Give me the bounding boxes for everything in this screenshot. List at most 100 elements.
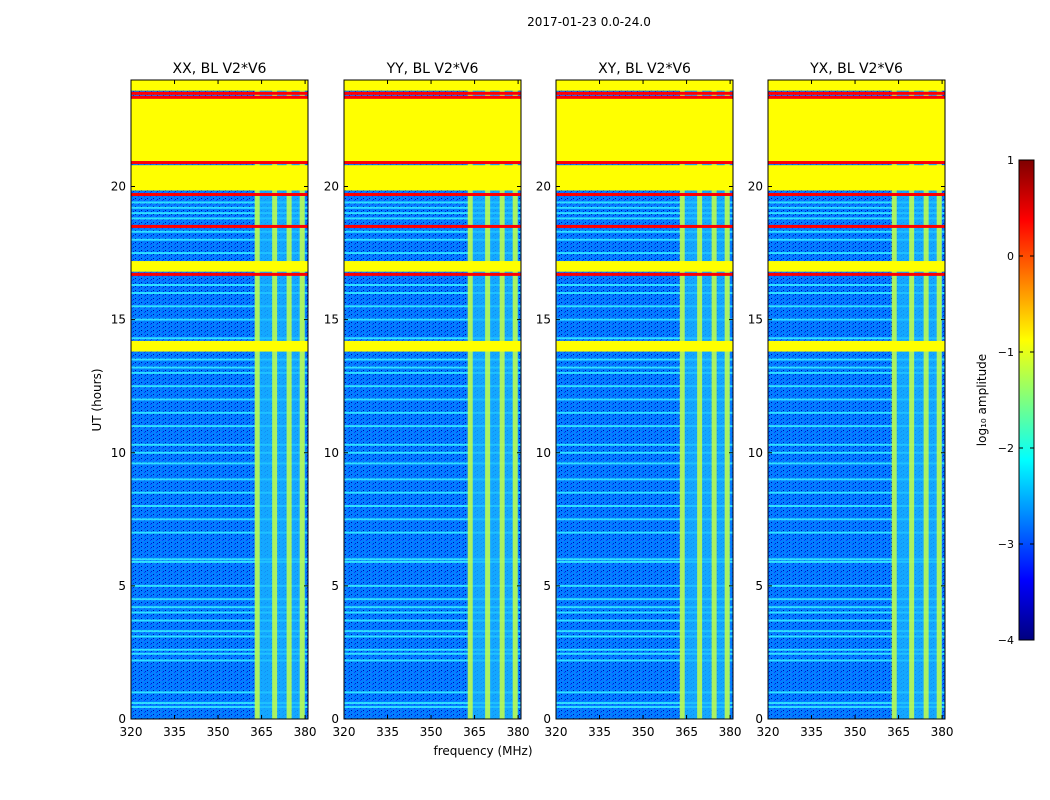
band-line <box>556 252 733 255</box>
band-line <box>768 635 945 638</box>
x-tick-label: 350 <box>420 725 443 739</box>
band-line <box>556 558 733 561</box>
band-line <box>556 337 733 340</box>
band-line <box>131 385 308 388</box>
band-line <box>344 691 521 694</box>
y-tick-label: 15 <box>748 313 763 327</box>
rfi-channel <box>909 80 915 719</box>
flagged-block <box>344 261 521 272</box>
band-line <box>768 358 945 361</box>
x-tick-label: 350 <box>844 725 867 739</box>
y-tick-label: 10 <box>536 446 551 460</box>
y-tick-label: 15 <box>536 313 551 327</box>
band-line <box>768 212 945 215</box>
x-tick-label: 365 <box>463 725 486 739</box>
band-line <box>344 611 521 614</box>
band-line <box>344 337 521 340</box>
band-line <box>768 462 945 465</box>
band-line <box>556 206 733 209</box>
band-line <box>344 252 521 255</box>
band-line <box>131 411 308 414</box>
band-line <box>131 337 308 340</box>
band-line <box>768 652 945 655</box>
y-tick-label: 10 <box>111 446 126 460</box>
band-line <box>131 611 308 614</box>
y-tick-label: 0 <box>755 712 763 726</box>
hot-line <box>768 91 945 95</box>
band-line <box>556 584 733 587</box>
band-line <box>344 230 521 233</box>
hot-line <box>131 91 308 95</box>
hot-line <box>768 272 945 276</box>
band-line <box>768 411 945 414</box>
band-line <box>556 702 733 705</box>
flagged-block <box>556 80 733 91</box>
band-line <box>556 619 733 622</box>
band-line <box>131 531 308 534</box>
band-line <box>556 598 733 601</box>
band-line <box>131 606 308 609</box>
band-line <box>768 558 945 561</box>
band-line <box>131 702 308 705</box>
band-line <box>344 371 521 374</box>
band-line <box>556 443 733 446</box>
colorbar-label: log₁₀ amplitude <box>975 354 989 446</box>
band-line <box>344 558 521 561</box>
band-line <box>344 630 521 633</box>
band-line <box>768 230 945 233</box>
band-line <box>556 230 733 233</box>
x-tick-label: 380 <box>931 725 954 739</box>
x-tick-label: 350 <box>207 725 230 739</box>
band-line <box>556 398 733 401</box>
band-line <box>768 252 945 255</box>
band-line <box>768 292 945 294</box>
flagged-block <box>556 165 733 191</box>
band-line <box>768 337 945 340</box>
flagged-block <box>556 340 733 352</box>
band-line <box>344 398 521 401</box>
band-line <box>556 606 733 609</box>
band-line <box>768 518 945 521</box>
x-tick-label: 365 <box>887 725 910 739</box>
flagged-block <box>344 340 521 352</box>
band-line <box>344 305 521 308</box>
colorbar: 1 0 −1 −2 −3 −4 log₁₀ amplitude <box>975 154 1035 647</box>
colorbar-tick-label: −1 <box>998 346 1014 359</box>
x-tick-label: 320 <box>545 725 568 739</box>
band-line <box>131 558 308 561</box>
colorbar-gradient <box>1018 159 1035 641</box>
hot-line <box>344 272 521 276</box>
hot-line <box>131 224 308 228</box>
rfi-channel <box>467 80 473 719</box>
band-line <box>556 560 733 563</box>
rfi-channel <box>286 80 292 719</box>
band-line <box>131 691 308 694</box>
x-tick-label: 380 <box>719 725 742 739</box>
band-line <box>768 451 945 454</box>
band-line <box>556 284 733 287</box>
band-line <box>131 630 308 633</box>
hot-line <box>556 91 733 95</box>
hot-line <box>344 161 521 165</box>
colorbar-tick-label: −4 <box>998 634 1014 647</box>
band-line <box>344 505 521 507</box>
hot-line <box>556 95 733 99</box>
x-tick-label: 320 <box>757 725 780 739</box>
y-tick-label: 15 <box>111 313 126 327</box>
band-line <box>131 284 308 287</box>
band-line <box>131 648 308 651</box>
band-line <box>768 691 945 694</box>
x-tick-label: 320 <box>120 725 143 739</box>
band-line <box>131 212 308 215</box>
rfi-channel <box>299 80 305 719</box>
band-line <box>768 206 945 209</box>
y-tick-label: 0 <box>543 712 551 726</box>
band-line <box>556 318 733 321</box>
y-tick-label: 20 <box>748 180 763 194</box>
y-tick-label: 5 <box>755 579 763 593</box>
rfi-channel <box>923 80 929 719</box>
band-line <box>344 652 521 655</box>
band-line <box>556 371 733 374</box>
band-line <box>768 611 945 614</box>
band-line <box>556 491 733 494</box>
